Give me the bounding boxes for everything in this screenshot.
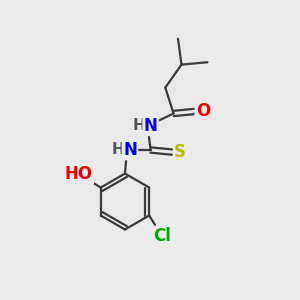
Text: Cl: Cl: [153, 227, 171, 245]
Text: H: H: [112, 142, 124, 158]
Text: O: O: [196, 102, 210, 120]
Text: S: S: [174, 143, 186, 161]
Text: N: N: [144, 117, 158, 135]
Text: N: N: [123, 141, 137, 159]
Text: H: H: [132, 118, 145, 134]
Text: HO: HO: [64, 165, 93, 183]
